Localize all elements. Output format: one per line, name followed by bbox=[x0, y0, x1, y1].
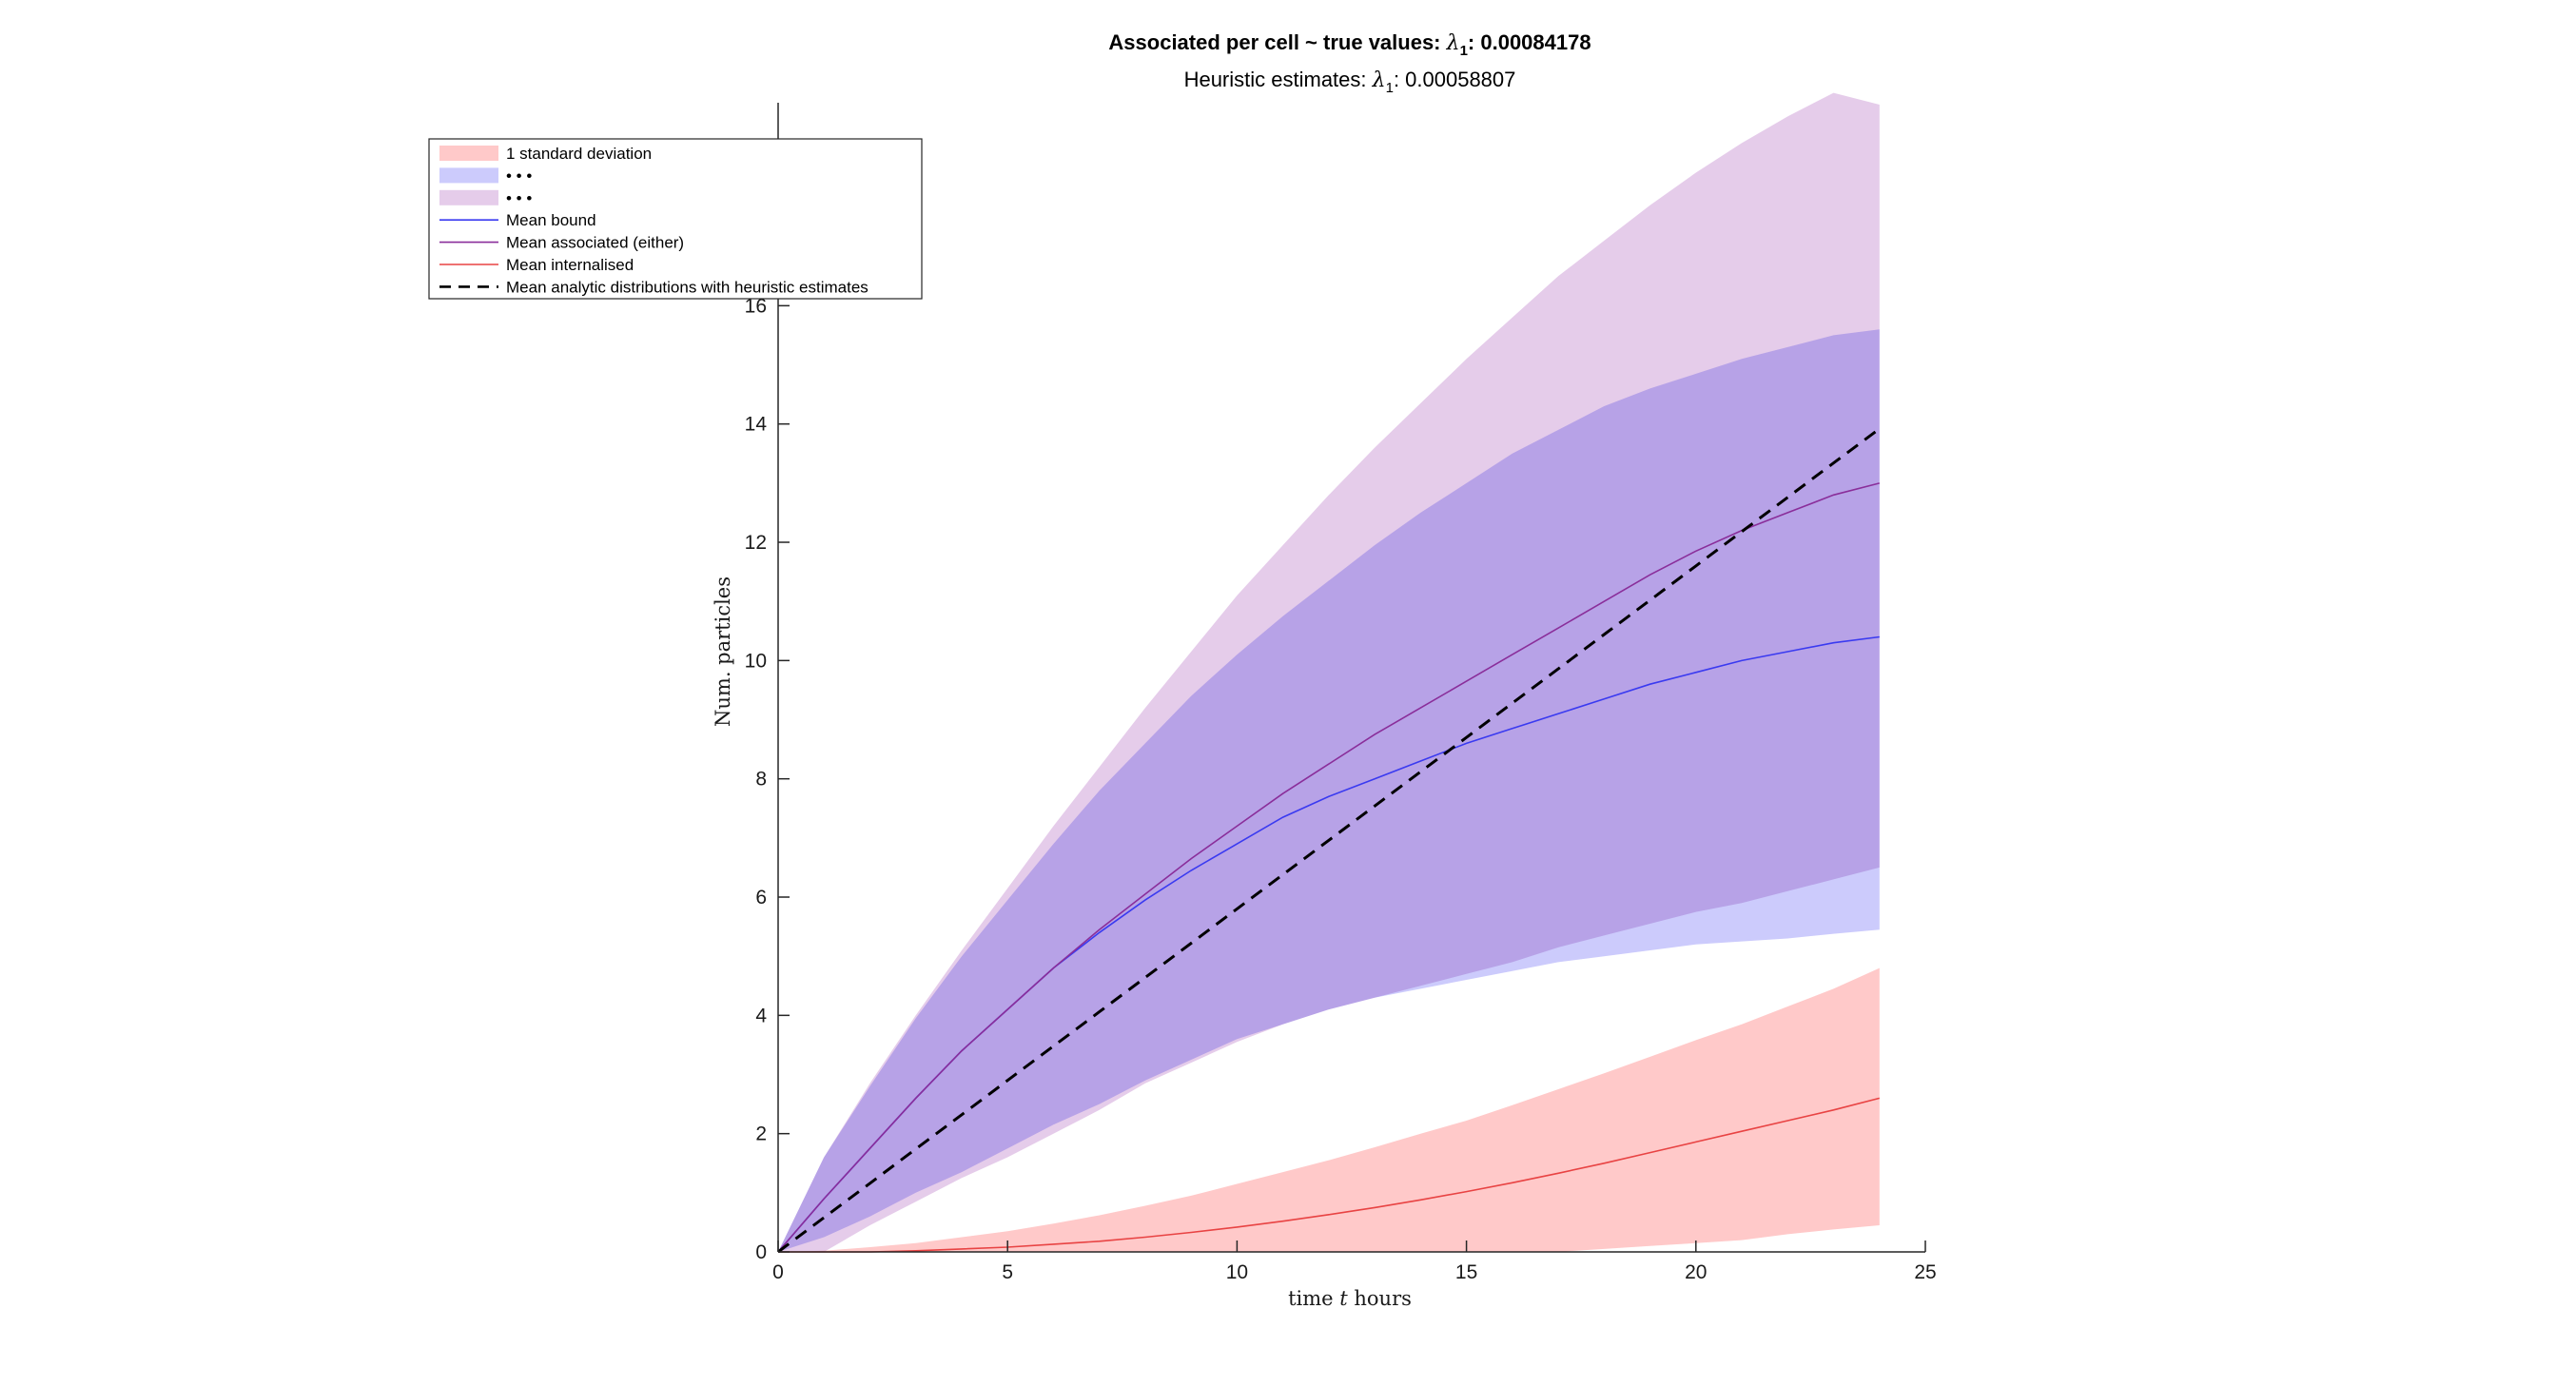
chart-title-prefix: Associated per cell ~ true values: bbox=[1108, 30, 1446, 54]
x-tick-label: 15 bbox=[1455, 1261, 1477, 1283]
x-tick-label: 5 bbox=[1002, 1261, 1013, 1283]
legend-label: • • • bbox=[506, 189, 532, 207]
legend-label: Mean bound bbox=[506, 211, 596, 229]
chart-subtitle-value: : 0.00058807 bbox=[1394, 68, 1515, 91]
legend: 1 standard deviation • • • • • • Mean bound… bbox=[428, 138, 923, 300]
confidence-bands bbox=[778, 92, 1880, 1253]
chart-subtitle: Heuristic estimates: λ1: 0.00058807 bbox=[1184, 68, 1516, 96]
x-tick-label: 20 bbox=[1685, 1261, 1707, 1283]
x-axis-label-suffix: hours bbox=[1348, 1287, 1412, 1310]
x-tick-label: 25 bbox=[1914, 1261, 1936, 1283]
x-axis-label-prefix: time bbox=[1288, 1287, 1339, 1310]
x-ticks: 0 5 10 15 20 25 bbox=[772, 1240, 1937, 1283]
legend-label: Mean internalised bbox=[506, 256, 634, 274]
legend-box bbox=[428, 138, 923, 300]
x-tick-label: 0 bbox=[772, 1261, 784, 1283]
y-ticks: 0 2 4 6 8 10 12 14 16 bbox=[745, 295, 790, 1263]
plot-area bbox=[777, 92, 1881, 1254]
series-lines bbox=[777, 427, 1881, 1254]
y-tick-label: 10 bbox=[745, 650, 767, 672]
chart-title-subscript: 1 bbox=[1460, 43, 1468, 59]
axes: 0 5 10 15 20 25 0 2 4 6 8 10 12 14 16 bbox=[745, 103, 1937, 1283]
chart-title: Associated per cell ~ true values: λ1: 0… bbox=[1108, 30, 1590, 59]
chart-subtitle-prefix: Heuristic estimates: bbox=[1184, 68, 1373, 91]
band-3 bbox=[778, 92, 1880, 1253]
legend-label: • • • bbox=[506, 166, 532, 185]
y-tick-label: 14 bbox=[745, 414, 768, 436]
y-tick-label: 12 bbox=[745, 532, 767, 554]
legend-label: Mean analytic distributions with heurist… bbox=[506, 278, 868, 296]
chart-subtitle-lambda: λ bbox=[1372, 68, 1386, 92]
y-tick-label: 6 bbox=[755, 887, 767, 908]
legend-swatch bbox=[439, 167, 498, 184]
series-line-3 bbox=[778, 1097, 1880, 1253]
y-tick-label: 0 bbox=[755, 1241, 767, 1263]
x-tick-label: 10 bbox=[1226, 1261, 1248, 1283]
x-axis-label-italic: t bbox=[1339, 1287, 1348, 1310]
x-axis-label: time t hours bbox=[1288, 1287, 1412, 1310]
legend-swatch bbox=[439, 189, 498, 205]
chart-title-value: : 0.00084178 bbox=[1468, 30, 1591, 54]
y-tick-label: 8 bbox=[755, 769, 767, 791]
y-tick-label: 2 bbox=[755, 1123, 767, 1145]
y-axis-label: Num. particles bbox=[712, 576, 734, 727]
series-line-2 bbox=[777, 482, 1880, 1253]
chart-title-lambda: λ bbox=[1446, 31, 1460, 55]
legend-label: Mean associated (either) bbox=[506, 234, 684, 252]
legend-label: 1 standard deviation bbox=[506, 145, 652, 163]
legend-entries: 1 standard deviation • • • • • • Mean bound… bbox=[439, 145, 868, 296]
chart-subtitle-subscript: 1 bbox=[1386, 80, 1394, 96]
y-tick-label: 4 bbox=[755, 1005, 767, 1026]
band-1 bbox=[778, 967, 1880, 1252]
series-line-4 bbox=[777, 427, 1881, 1254]
legend-swatch bbox=[439, 146, 498, 161]
y-tick-label: 16 bbox=[745, 295, 767, 317]
